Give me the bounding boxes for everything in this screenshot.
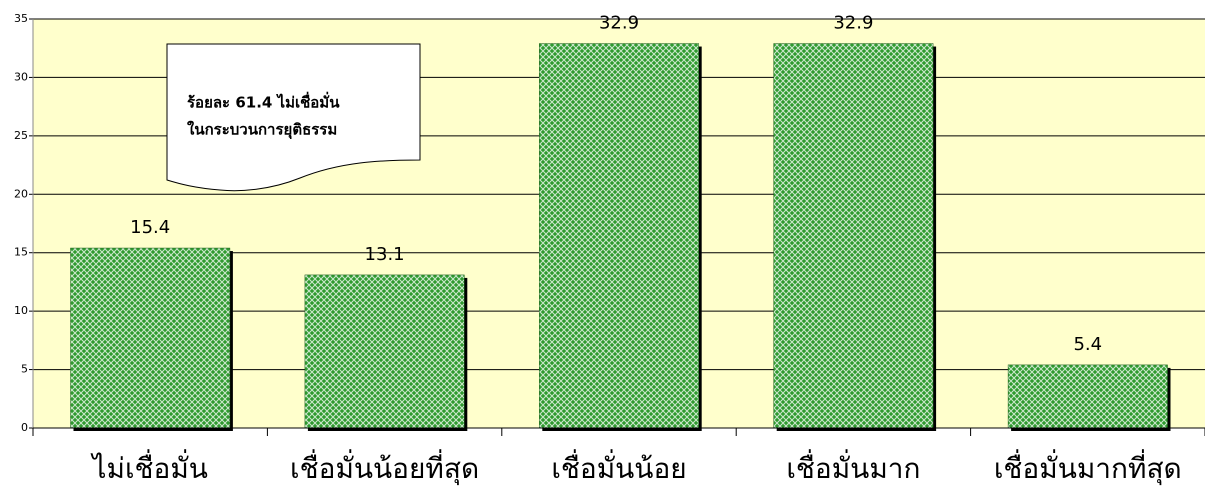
y-tick-label: 0	[21, 421, 28, 434]
x-tick-label: เชื่อมั่นมาก	[786, 449, 920, 485]
data-label: 5.4	[1073, 334, 1102, 355]
bar	[70, 247, 231, 429]
y-tick-label: 15	[14, 246, 28, 259]
bar	[773, 43, 934, 429]
y-tick-label: 10	[14, 304, 28, 317]
bar	[539, 43, 699, 429]
data-label: 32.9	[599, 13, 639, 34]
x-tick-label: เชื่อมั่นน้อยที่สุด	[290, 449, 479, 486]
data-label: 15.4	[130, 217, 170, 238]
bar	[304, 274, 465, 429]
data-label: 32.9	[833, 13, 873, 34]
x-tick-label: เชื่อมั่นน้อย	[551, 449, 686, 485]
data-label: 13.1	[365, 244, 405, 265]
y-tick-label: 25	[14, 129, 28, 142]
x-tick-label: เชื่อมั่นมากที่สุด	[994, 449, 1182, 486]
y-tick-label: 5	[21, 363, 28, 376]
annotation-text: ร้อยละ 61.4 ไม่เชื่อมั่น	[187, 92, 340, 112]
bar	[1007, 364, 1168, 429]
annotation-box	[166, 43, 421, 192]
y-tick-label: 30	[14, 70, 28, 83]
x-tick-label: ไม่เชื่อมั่น	[90, 449, 208, 485]
annotation-text: ในกระบวนการยุติธรรม	[187, 121, 337, 140]
y-tick-label: 20	[14, 187, 28, 200]
y-tick-label: 35	[14, 12, 28, 25]
